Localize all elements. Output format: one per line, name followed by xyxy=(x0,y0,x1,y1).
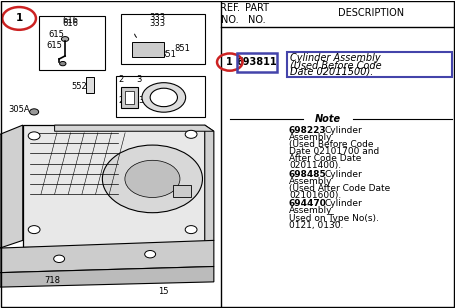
Text: Note: Note xyxy=(314,114,341,124)
Text: 693811: 693811 xyxy=(237,57,278,67)
Text: After Code Date: After Code Date xyxy=(289,154,361,163)
FancyBboxPatch shape xyxy=(125,91,134,104)
Text: 3: 3 xyxy=(136,75,142,84)
Text: Date 02101700 and: Date 02101700 and xyxy=(289,147,379,156)
Text: 718: 718 xyxy=(44,277,61,286)
FancyBboxPatch shape xyxy=(39,16,105,70)
Text: 616: 616 xyxy=(62,19,79,28)
Text: 15: 15 xyxy=(158,286,169,296)
Polygon shape xyxy=(205,125,214,246)
Text: 305A: 305A xyxy=(8,105,30,114)
Text: 694470: 694470 xyxy=(289,199,327,208)
Text: Cylinder: Cylinder xyxy=(324,126,362,135)
Circle shape xyxy=(60,62,66,66)
Text: 3: 3 xyxy=(138,96,144,105)
Text: 851: 851 xyxy=(161,50,176,59)
Circle shape xyxy=(30,109,39,115)
Circle shape xyxy=(185,226,197,233)
Text: PART
NO.: PART NO. xyxy=(245,3,269,25)
Text: (Used Before Code: (Used Before Code xyxy=(290,60,381,70)
Text: REF.
NO.: REF. NO. xyxy=(220,3,240,25)
Circle shape xyxy=(145,250,156,258)
FancyBboxPatch shape xyxy=(173,185,191,197)
Circle shape xyxy=(102,145,202,213)
Circle shape xyxy=(28,226,40,233)
Text: 333: 333 xyxy=(149,19,165,28)
Circle shape xyxy=(28,132,40,140)
Text: Used on Type No(s).: Used on Type No(s). xyxy=(289,213,379,222)
Circle shape xyxy=(125,160,180,197)
Polygon shape xyxy=(0,240,214,273)
Text: Date 02011500).: Date 02011500). xyxy=(290,67,373,77)
Text: 1: 1 xyxy=(15,14,23,23)
Text: 02101600).: 02101600). xyxy=(289,191,341,200)
Text: 851: 851 xyxy=(174,44,190,53)
Text: 2: 2 xyxy=(118,96,123,105)
FancyBboxPatch shape xyxy=(86,77,94,93)
Circle shape xyxy=(142,83,186,112)
Text: Cylinder: Cylinder xyxy=(324,199,362,208)
Polygon shape xyxy=(55,125,214,131)
Text: 333: 333 xyxy=(149,13,165,22)
Text: Assembly: Assembly xyxy=(289,133,333,142)
Polygon shape xyxy=(23,125,205,246)
FancyBboxPatch shape xyxy=(116,76,205,117)
Text: (Used After Code Date: (Used After Code Date xyxy=(289,184,390,193)
Text: 615: 615 xyxy=(48,30,64,39)
Circle shape xyxy=(54,255,65,262)
Text: Cylinder: Cylinder xyxy=(324,170,362,179)
Text: 615: 615 xyxy=(47,41,62,50)
FancyBboxPatch shape xyxy=(121,14,205,64)
Text: 698485: 698485 xyxy=(289,170,327,179)
Text: DESCRIPTION: DESCRIPTION xyxy=(338,8,404,18)
Text: 02011400).: 02011400). xyxy=(289,161,341,170)
Circle shape xyxy=(185,130,197,138)
Text: 2: 2 xyxy=(119,75,124,84)
Text: 616: 616 xyxy=(62,16,79,25)
Text: 552: 552 xyxy=(72,82,87,91)
Polygon shape xyxy=(0,266,214,287)
Polygon shape xyxy=(0,125,23,248)
FancyBboxPatch shape xyxy=(132,42,164,58)
Text: (Used Before Code: (Used Before Code xyxy=(289,140,374,149)
Text: 1: 1 xyxy=(227,57,233,67)
Text: Assembly: Assembly xyxy=(289,206,333,215)
Text: Assembly: Assembly xyxy=(289,177,333,186)
Text: Cylinder Assembly: Cylinder Assembly xyxy=(290,53,380,63)
FancyBboxPatch shape xyxy=(121,87,138,107)
Text: 698223: 698223 xyxy=(289,126,327,135)
Circle shape xyxy=(150,88,177,107)
Circle shape xyxy=(61,37,69,42)
Text: 0121, 0130.: 0121, 0130. xyxy=(289,221,344,229)
